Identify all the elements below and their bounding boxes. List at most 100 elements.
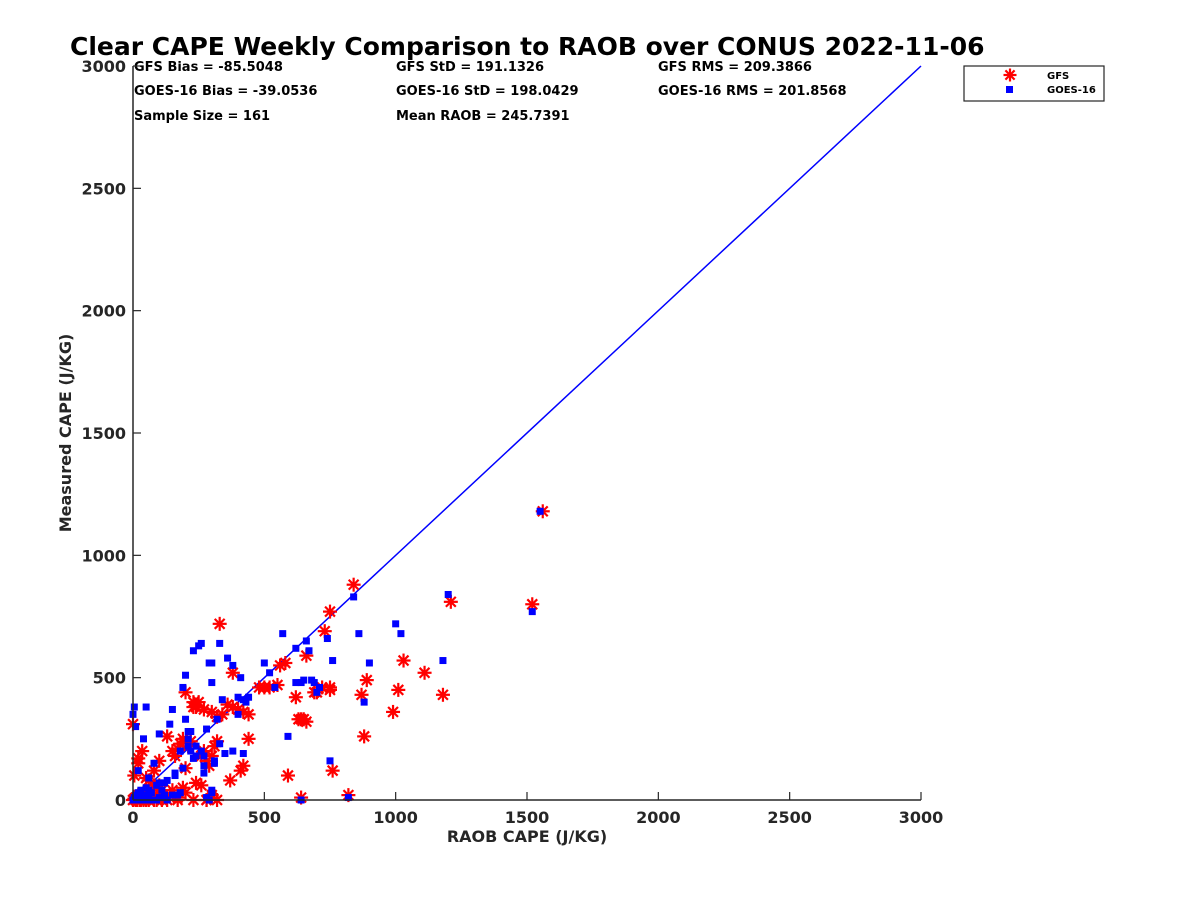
legend-goes16-marker bbox=[1006, 86, 1013, 93]
goes16-point bbox=[168, 705, 176, 713]
goes16-point bbox=[216, 639, 224, 647]
goes16-point bbox=[208, 789, 216, 797]
goes16-point bbox=[315, 683, 323, 691]
statistics-block: GFS Bias = -85.5048 GFS StD = 191.1326 G… bbox=[134, 60, 847, 124]
goes16-point bbox=[182, 671, 190, 679]
y-tick-label: 500 bbox=[93, 669, 126, 688]
gfs-point bbox=[273, 658, 288, 673]
goes16-point bbox=[271, 683, 279, 691]
gfs-point bbox=[325, 763, 340, 778]
goes16-point bbox=[145, 774, 153, 782]
gfs-point bbox=[391, 682, 406, 697]
goes16-point bbox=[163, 776, 171, 784]
gfs-point bbox=[396, 653, 411, 668]
goes16-point bbox=[161, 794, 169, 802]
goes16-point bbox=[350, 593, 358, 601]
goes16-point bbox=[210, 757, 218, 765]
goes16-point bbox=[329, 657, 337, 665]
goes16-point bbox=[229, 661, 237, 669]
y-tick-label: 2000 bbox=[81, 302, 126, 321]
goes16-point bbox=[279, 630, 287, 638]
gfs-bias-stat: GFS Bias = -85.5048 bbox=[134, 60, 283, 75]
gfs-point bbox=[189, 775, 204, 790]
goes16-point bbox=[392, 620, 400, 628]
goes16-point bbox=[218, 696, 226, 704]
goes16-point bbox=[208, 679, 216, 687]
legend-gfs-label: GFS bbox=[1047, 71, 1069, 82]
goes16-point bbox=[134, 767, 142, 775]
legend-gfs-asterisk bbox=[1003, 68, 1017, 82]
goes16-point bbox=[302, 637, 310, 645]
gfs-point bbox=[357, 729, 372, 744]
mean-raob-stat: Mean RAOB = 245.7391 bbox=[396, 109, 570, 124]
goes16-point bbox=[189, 754, 197, 762]
goes16-point bbox=[284, 732, 292, 740]
goes16-point bbox=[142, 703, 150, 711]
legend-box bbox=[963, 65, 1105, 102]
goes16-point bbox=[360, 698, 368, 706]
chart-title: Clear CAPE Weekly Comparison to RAOB ove… bbox=[70, 32, 985, 61]
goes16-point bbox=[365, 659, 373, 667]
goes16-point bbox=[213, 715, 221, 723]
gfs-point bbox=[257, 680, 272, 695]
gfs-point bbox=[346, 577, 361, 592]
goes16-point bbox=[192, 742, 200, 750]
x-axis-label: RAOB CAPE (J/KG) bbox=[447, 827, 607, 846]
gfs-point bbox=[291, 712, 306, 727]
goes16-series bbox=[129, 507, 544, 804]
gfs-std-stat: GFS StD = 191.1326 bbox=[396, 60, 544, 75]
goes16-point bbox=[182, 715, 190, 723]
goes16-point bbox=[237, 674, 245, 682]
goes16-bias-stat: GOES-16 Bias = -39.0536 bbox=[134, 84, 317, 99]
goes16-point bbox=[229, 747, 237, 755]
goes16-point bbox=[397, 630, 405, 638]
sample-size-stat: Sample Size = 161 bbox=[134, 109, 270, 124]
goes16-point bbox=[292, 679, 300, 687]
goes16-point bbox=[179, 764, 187, 772]
gfs-point bbox=[386, 704, 401, 719]
goes16-point bbox=[208, 659, 216, 667]
goes16-point bbox=[179, 683, 187, 691]
gfs-point bbox=[223, 773, 238, 788]
goes16-point bbox=[145, 786, 153, 794]
x-tick-label: 0 bbox=[127, 808, 138, 827]
goes16-point bbox=[528, 608, 536, 616]
gfs-point bbox=[241, 731, 256, 746]
goes16-point bbox=[184, 742, 192, 750]
goes16-point bbox=[200, 769, 208, 777]
goes16-point bbox=[221, 750, 229, 758]
y-axis-ticks: 0 500 1000 1500 2000 2500 3000 bbox=[81, 57, 141, 810]
goes16-point bbox=[242, 698, 250, 706]
goes16-point bbox=[200, 762, 208, 770]
y-axis-label: Measured CAPE (J/KG) bbox=[56, 334, 75, 533]
gfs-point bbox=[323, 604, 337, 619]
goes16-point bbox=[187, 747, 195, 755]
gfs-point bbox=[241, 707, 256, 722]
goes16-point bbox=[234, 710, 242, 718]
gfs-point bbox=[186, 700, 201, 715]
gfs-point bbox=[354, 687, 369, 702]
goes16-point bbox=[266, 669, 274, 677]
gfs-point bbox=[443, 594, 458, 609]
gfs-point bbox=[236, 758, 251, 773]
goes16-point bbox=[234, 693, 242, 701]
goes16-point bbox=[197, 747, 205, 755]
y-tick-label: 1000 bbox=[81, 546, 126, 565]
goes16-point bbox=[292, 644, 300, 652]
goes16-point bbox=[168, 791, 176, 799]
gfs-point bbox=[359, 673, 374, 688]
goes16-rms-stat: GOES-16 RMS = 201.8568 bbox=[658, 84, 847, 99]
goes16-point bbox=[200, 752, 208, 760]
goes16-point bbox=[224, 654, 232, 662]
goes16-point bbox=[184, 735, 192, 743]
goes16-point bbox=[140, 735, 148, 743]
goes16-point bbox=[203, 725, 211, 733]
goes16-point bbox=[184, 727, 192, 735]
gfs-point bbox=[435, 687, 450, 702]
x-tick-label: 3000 bbox=[899, 808, 944, 827]
goes16-point bbox=[189, 647, 197, 655]
legend-gfs-marker bbox=[1003, 68, 1017, 82]
goes16-point bbox=[326, 757, 334, 765]
goes16-point bbox=[344, 794, 352, 802]
